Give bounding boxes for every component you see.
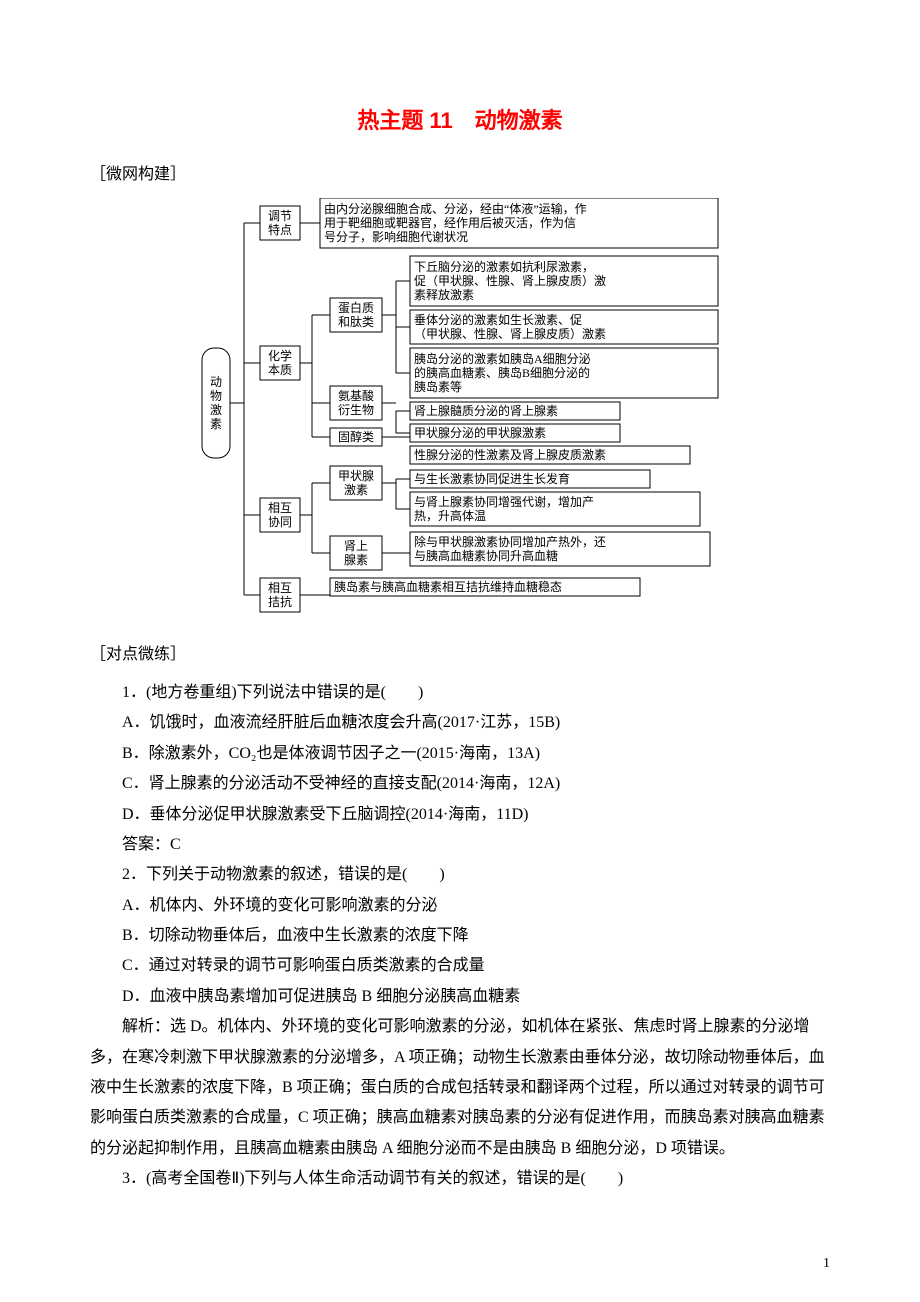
q1-opt-d: D．垂体分泌促甲状腺激素受下丘脑调控(2014·海南，11D) [90,800,830,830]
concept-diagram: 动物激素调节特点化学本质相互协同相互拮抗蛋白质和肽类氨基酸衍生物固醇类甲状腺激素… [200,198,720,618]
svg-text:甲状腺: 甲状腺 [338,469,374,483]
q1-stem: 1．(地方卷重组)下列说法中错误的是( ) [90,678,830,708]
svg-text:胰岛素与胰高血糖素相互拮抗维持血糖稳态: 胰岛素与胰高血糖素相互拮抗维持血糖稳态 [334,579,562,594]
svg-text:胰岛分泌的激素如胰岛A细胞分泌: 胰岛分泌的激素如胰岛A细胞分泌 [414,351,591,366]
svg-text:甲状腺分泌的甲状腺激素: 甲状腺分泌的甲状腺激素 [414,425,546,440]
q3-stem: 3．(高考全国卷Ⅱ)下列与人体生命活动调节有关的叙述，错误的是( ) [90,1164,830,1194]
q1-answer: 答案：C [90,830,830,860]
section-practice-label: ［对点微练］ [90,640,830,670]
svg-text:相互: 相互 [268,501,292,515]
svg-text:特点: 特点 [268,222,292,237]
svg-text:固醇类: 固醇类 [338,429,374,444]
svg-text:腺素: 腺素 [344,553,368,567]
svg-text:性腺分泌的性激素及肾上腺皮质激素: 性腺分泌的性激素及肾上腺皮质激素 [414,447,606,462]
svg-text:化学: 化学 [268,348,292,363]
svg-text:衍生物: 衍生物 [338,403,374,417]
page-number: 1 [823,1251,830,1278]
svg-text:调节: 调节 [268,209,292,223]
svg-text:垂体分泌的激素如生长激素、促: 垂体分泌的激素如生长激素、促 [414,312,582,327]
svg-text:胰岛素等: 胰岛素等 [414,379,462,394]
svg-text:和肽类: 和肽类 [338,314,374,329]
section-build-label: ［微网构建］ [90,160,830,190]
q1-opt-c: C．肾上腺素的分泌活动不受神经的直接支配(2014·海南，12A) [90,769,830,799]
svg-text:下丘脑分泌的激素如抗利尿激素，: 下丘脑分泌的激素如抗利尿激素， [414,259,594,274]
svg-text:用于靶细胞或靶器官，经作用后被灭活，作为信: 用于靶细胞或靶器官，经作用后被灭活，作为信 [324,215,576,230]
svg-text:肾上腺髓质分泌的肾上腺素: 肾上腺髓质分泌的肾上腺素 [414,403,558,418]
svg-text:素: 素 [210,417,222,431]
svg-text:促（甲状腺、性腺、肾上腺皮质）激: 促（甲状腺、性腺、肾上腺皮质）激 [414,274,606,288]
q1-opt-b: B．除激素外，CO₂也是体液调节因子之一(2015·海南，13A) [90,739,830,769]
page-title: 热主题 11 动物激素 [90,100,830,142]
svg-text:（甲状腺、性腺、肾上腺皮质）激素: （甲状腺、性腺、肾上腺皮质）激素 [414,327,606,341]
q2-opt-c: C．通过对转录的调节可影响蛋白质类激素的合成量 [90,951,830,981]
svg-text:氨基酸: 氨基酸 [338,388,374,403]
svg-text:与肾上腺素协同增强代谢，增加产: 与肾上腺素协同增强代谢，增加产 [414,494,594,509]
q2-stem: 2．下列关于动物激素的叙述，错误的是( ) [90,860,830,890]
svg-text:激: 激 [210,403,222,417]
q2-opt-d: D．血液中胰岛素增加可促进胰岛 B 细胞分泌胰高血糖素 [90,982,830,1012]
svg-text:动: 动 [210,375,222,389]
svg-text:本质: 本质 [268,363,292,377]
svg-text:的胰高血糖素、胰岛B细胞分泌的: 的胰高血糖素、胰岛B细胞分泌的 [414,365,590,380]
page: 热主题 11 动物激素 ［微网构建］ 动物激素调节特点化学本质相互协同相互拮抗蛋… [0,0,920,1302]
q2-opt-b: B．切除动物垂体后，血液中生长激素的浓度下降 [90,921,830,951]
svg-text:与生长激素协同促进生长发育: 与生长激素协同促进生长发育 [414,471,570,486]
concept-diagram-wrap: 动物激素调节特点化学本质相互协同相互拮抗蛋白质和肽类氨基酸衍生物固醇类甲状腺激素… [90,198,830,629]
svg-text:号分子，影响细胞代谢状况: 号分子，影响细胞代谢状况 [324,229,468,244]
svg-text:物: 物 [210,389,222,403]
svg-text:热，升高体温: 热，升高体温 [414,508,486,523]
svg-text:与胰高血糖素协同升高血糖: 与胰高血糖素协同升高血糖 [414,548,558,563]
q1-opt-a: A．饥饿时，血液流经肝脏后血糖浓度会升高(2017·江苏，15B) [90,708,830,738]
svg-text:蛋白质: 蛋白质 [338,300,374,315]
svg-text:相互: 相互 [268,581,292,595]
q2-explanation: 解析：选 D。机体内、外环境的变化可影响激素的分泌，如机体在紧张、焦虑时肾上腺素… [90,1012,830,1164]
svg-text:拮抗: 拮抗 [268,594,292,609]
svg-text:由内分泌腺细胞合成、分泌，经由“体液”运输，作: 由内分泌腺细胞合成、分泌，经由“体液”运输，作 [324,201,587,216]
svg-text:肾上: 肾上 [344,539,368,553]
svg-text:除与甲状腺激素协同增加产热外，还: 除与甲状腺激素协同增加产热外，还 [414,534,606,549]
svg-text:素释放激素: 素释放激素 [414,287,474,302]
q2-opt-a: A．机体内、外环境的变化可影响激素的分泌 [90,891,830,921]
svg-text:协同: 协同 [268,514,292,529]
svg-text:激素: 激素 [344,483,368,497]
